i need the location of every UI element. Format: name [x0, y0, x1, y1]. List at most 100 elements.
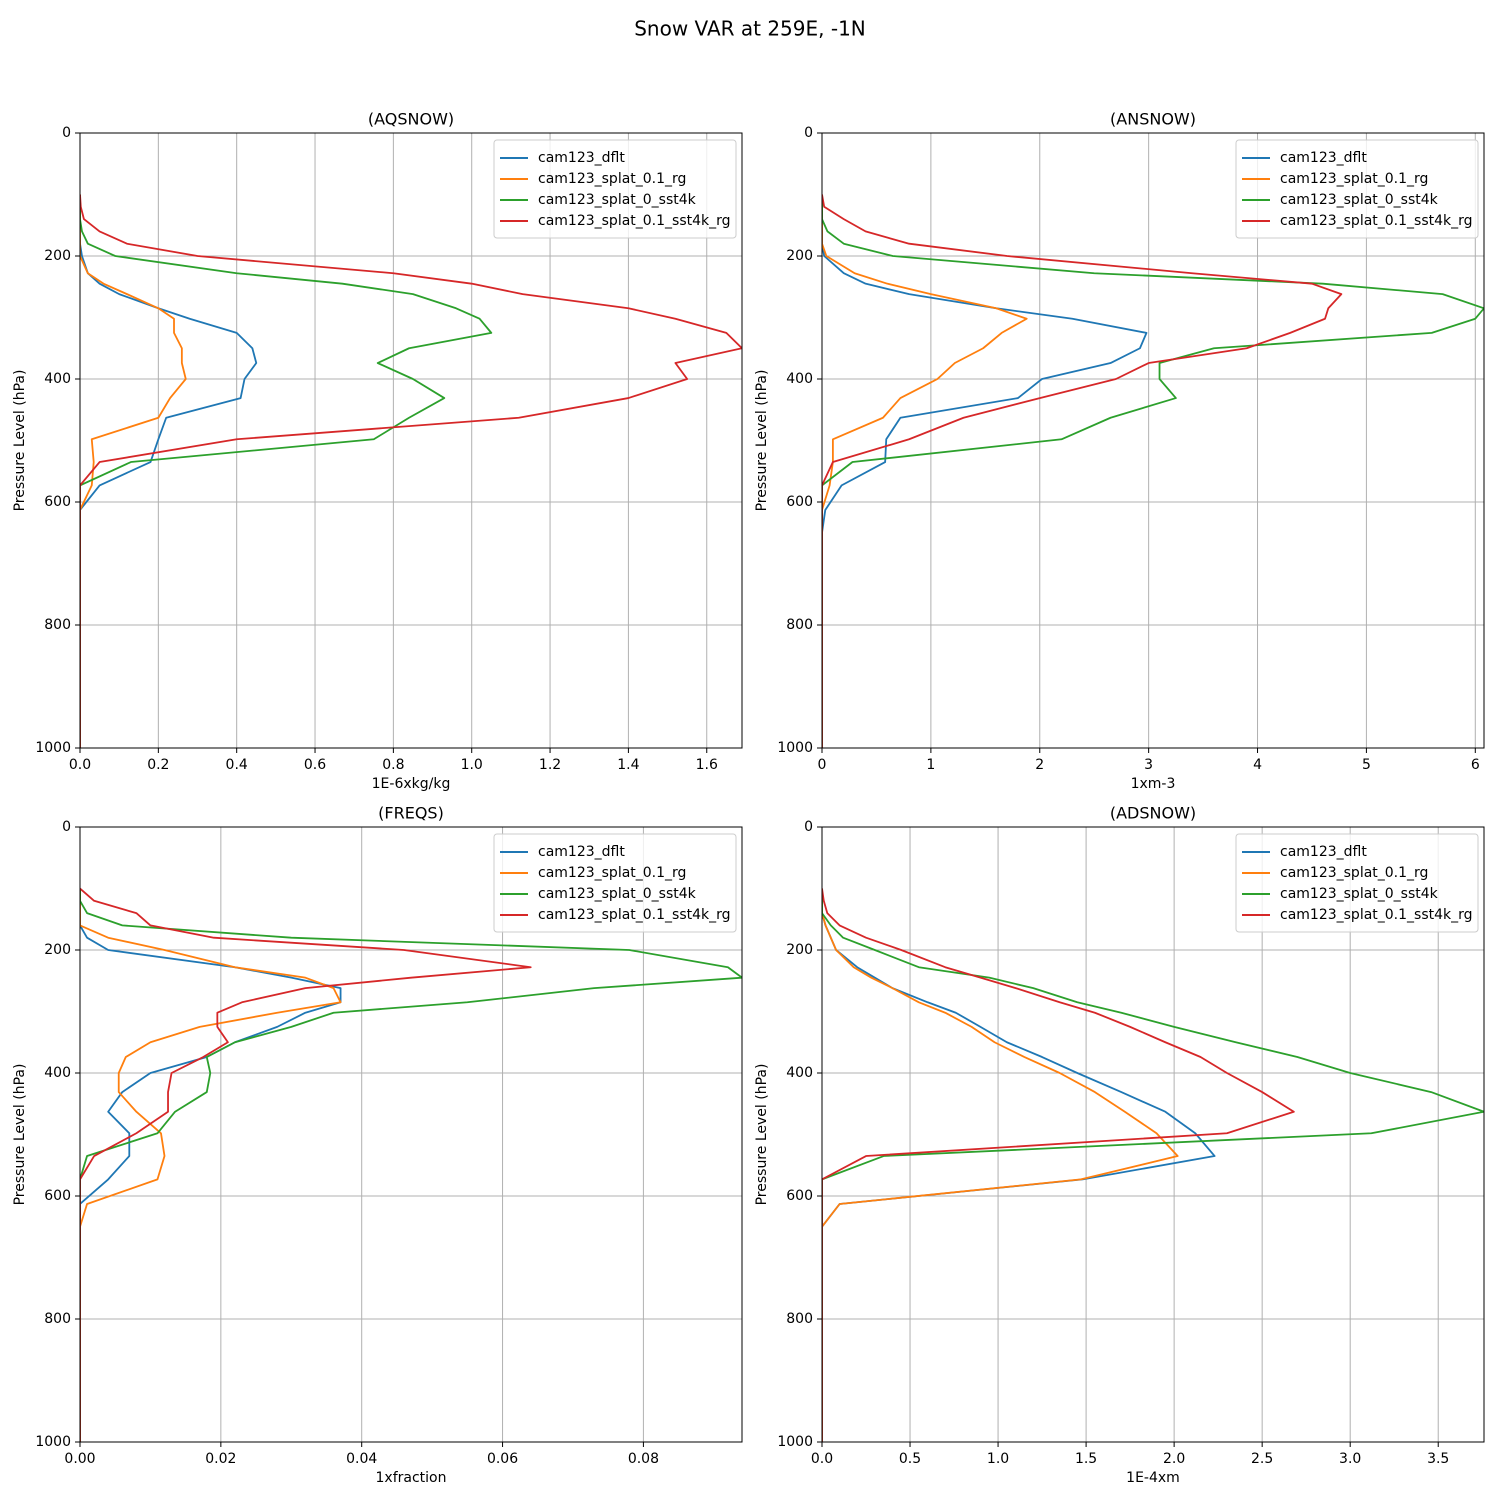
x-tick-label: 0.08 [628, 1451, 659, 1467]
x-tick-label: 0.06 [487, 1451, 518, 1467]
y-tick-label: 1000 [35, 1434, 71, 1450]
x-tick-label: 2.5 [1251, 1451, 1273, 1467]
x-tick-label: 1.4 [617, 757, 639, 773]
x-tick-label: 2 [1035, 757, 1044, 773]
x-tick-label: 3 [1144, 757, 1153, 773]
series-line [80, 888, 342, 1442]
x-tick-label: 0.2 [147, 757, 169, 773]
subplot-title: (AQSNOW) [368, 110, 454, 129]
x-tick-label: 1.2 [539, 757, 561, 773]
series-line [80, 194, 187, 748]
series-line [822, 888, 1484, 1442]
legend-box [1235, 139, 1479, 239]
legend-label: cam123_splat_0_sst4k [538, 192, 697, 208]
series-line [80, 888, 742, 1442]
plot-area [822, 888, 1484, 1442]
legend-label: cam123_splat_0.1_rg [1280, 865, 1428, 881]
axes-frame [821, 132, 1485, 749]
x-tick-label: 0.8 [382, 757, 404, 773]
x-tick-label: 0.5 [899, 1451, 921, 1467]
y-tick-label: 200 [786, 942, 813, 958]
x-axis-label: 1xm-3 [1131, 776, 1176, 792]
y-axis-label: Pressure Level (hPa) [12, 1064, 28, 1206]
legend-box [493, 833, 737, 933]
y-tick-label: 200 [786, 248, 813, 264]
subplot-title: (ANSNOW) [1110, 110, 1196, 129]
series-line [822, 888, 1179, 1442]
x-tick-label: 1 [926, 757, 935, 773]
x-axis-label: 1xfraction [376, 1470, 447, 1486]
series-line [822, 194, 1028, 748]
x-tick-label: 3.0 [1339, 1451, 1361, 1467]
y-tick-label: 600 [44, 1188, 71, 1204]
y-tick-label: 800 [786, 617, 813, 633]
legend-label: cam123_splat_0.1_rg [538, 865, 686, 881]
legend-label: cam123_dflt [538, 150, 625, 166]
y-tick-label: 400 [44, 1065, 71, 1081]
subplot-title: (ADSNOW) [1110, 804, 1196, 823]
x-axis-label: 1E-4xm [1126, 1470, 1180, 1486]
y-tick-label: 0 [62, 125, 71, 141]
series-line [80, 194, 493, 748]
y-tick-label: 800 [786, 1311, 813, 1327]
legend-box [1235, 833, 1479, 933]
series-line [822, 888, 1216, 1442]
x-tick-label: 1.0 [461, 757, 483, 773]
legend-label: cam123_splat_0_sst4k [538, 886, 697, 902]
x-axis-label: 1E-6xkg/kg [372, 776, 451, 792]
y-axis-label: Pressure Level (hPa) [12, 370, 28, 512]
y-tick-label: 400 [44, 371, 71, 387]
plot-area [822, 194, 1484, 748]
axes-frame [821, 826, 1485, 1443]
y-tick-label: 200 [44, 248, 71, 264]
x-tick-label: 0 [818, 757, 827, 773]
y-tick-label: 600 [786, 1188, 813, 1204]
y-axis-label: Pressure Level (hPa) [754, 1064, 770, 1206]
x-tick-label: 1.6 [696, 757, 718, 773]
y-tick-label: 200 [44, 942, 71, 958]
y-axis-label: Pressure Level (hPa) [754, 370, 770, 512]
series-line [80, 888, 342, 1442]
series-line [80, 194, 742, 748]
legend-label: cam123_dflt [538, 844, 625, 860]
y-tick-label: 400 [786, 371, 813, 387]
x-tick-label: 0.0 [69, 757, 91, 773]
series-line [822, 888, 1295, 1442]
subplot-title: (FREQS) [378, 804, 444, 823]
legend-label: cam123_splat_0.1_sst4k_rg [538, 907, 731, 923]
y-tick-label: 1000 [35, 740, 71, 756]
plot-area [80, 887, 742, 1442]
y-tick-label: 800 [44, 1311, 71, 1327]
y-tick-label: 600 [44, 494, 71, 510]
x-tick-label: 0.4 [226, 757, 248, 773]
series-line [822, 194, 1343, 748]
x-tick-label: 0.04 [346, 1451, 377, 1467]
x-tick-label: 4 [1253, 757, 1262, 773]
x-tick-label: 1.5 [1075, 1451, 1097, 1467]
series-line [80, 194, 258, 748]
series-line [80, 887, 532, 1442]
legend-label: cam123_splat_0_sst4k [1280, 886, 1439, 902]
x-tick-label: 5 [1362, 757, 1371, 773]
x-tick-label: 0.6 [304, 757, 326, 773]
y-tick-label: 600 [786, 494, 813, 510]
y-tick-label: 0 [62, 819, 71, 835]
legend-label: cam123_splat_0_sst4k [1280, 192, 1439, 208]
legend-label: cam123_splat_0.1_sst4k_rg [538, 213, 731, 229]
figure-title: Snow VAR at 259E, -1N [634, 17, 866, 41]
legend-label: cam123_dflt [1280, 150, 1367, 166]
y-tick-label: 1000 [777, 740, 813, 756]
x-tick-label: 6 [1471, 757, 1480, 773]
y-tick-label: 0 [804, 819, 813, 835]
axes-frame [79, 826, 743, 1443]
y-tick-label: 400 [786, 1065, 813, 1081]
y-tick-label: 0 [804, 125, 813, 141]
y-tick-label: 1000 [777, 1434, 813, 1450]
legend-label: cam123_splat_0.1_sst4k_rg [1280, 907, 1473, 923]
x-tick-label: 3.5 [1427, 1451, 1449, 1467]
legend-label: cam123_dflt [1280, 844, 1367, 860]
x-tick-label: 0.00 [64, 1451, 95, 1467]
x-tick-label: 0.02 [205, 1451, 236, 1467]
